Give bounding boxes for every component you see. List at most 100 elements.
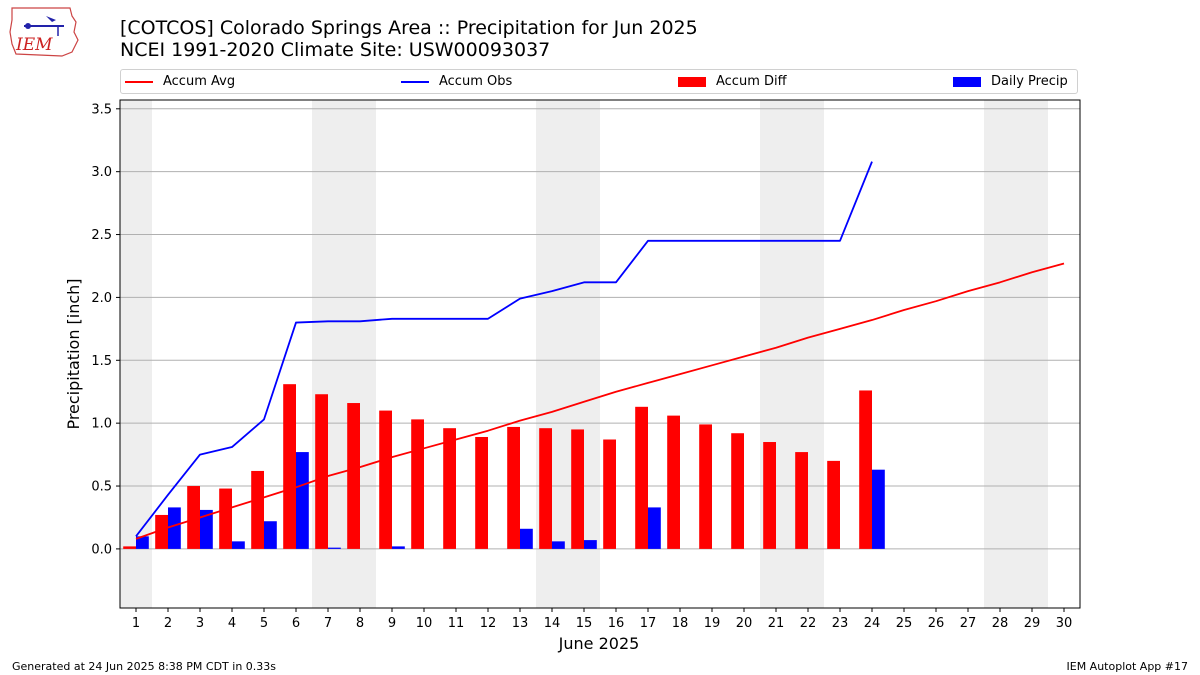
iem-logo: IEM: [9, 7, 79, 57]
accum-diff-bar-3: [187, 486, 200, 549]
x-tick-label-26: 27: [960, 616, 977, 631]
iowa-outline-shape: [9, 7, 79, 57]
y-tick-label-5: 2.5: [91, 228, 112, 243]
weekend-shading: [120, 100, 1048, 608]
x-tick-label-8: 9: [388, 616, 396, 631]
daily-precip-bar-9: [392, 546, 405, 549]
x-tick-label-0: 1: [132, 616, 140, 631]
footer-generated-text: Generated at 24 Jun 2025 8:38 PM CDT in …: [12, 660, 277, 673]
accum-diff-bar-7: [315, 394, 328, 549]
accum-diff-bar-12: [475, 436, 488, 549]
x-axis-label: June 2025: [558, 634, 640, 653]
daily-precip-bar-13: [520, 528, 533, 549]
x-tick-label-1: 2: [164, 616, 172, 631]
logo-dot: [25, 23, 31, 29]
x-tick-label-13: 14: [544, 616, 561, 631]
accum-diff-bar-21: [763, 442, 776, 549]
logo-text: IEM: [15, 35, 53, 55]
y-tick-label-2: 1.0: [91, 417, 112, 432]
accum-diff-bar-18: [667, 415, 680, 549]
y-tick-label-0: 0.0: [91, 542, 112, 557]
x-tick-label-21: 22: [800, 616, 817, 631]
x-tick-label-16: 17: [640, 616, 657, 631]
weekend-band-0: [120, 100, 152, 608]
daily-precip-bar-14: [552, 541, 565, 549]
x-tick-label-22: 23: [832, 616, 849, 631]
daily-precip-bar-24: [872, 469, 885, 549]
x-tick-label-29: 30: [1056, 616, 1073, 631]
x-tick-label-9: 10: [416, 616, 433, 631]
x-tick-label-28: 29: [1024, 616, 1041, 631]
daily-precip-bar-4: [232, 541, 245, 549]
daily-precip-bar-7: [328, 547, 341, 549]
axes: 0.00.51.01.52.02.53.03.51 2 3 4 5 6 7 8 9 10 11 12 1…: [91, 99, 1081, 631]
x-tick-label-2: 3: [196, 616, 204, 631]
x-tick-label-4: 5: [260, 616, 268, 631]
x-tick-label-11: 12: [480, 616, 497, 631]
accum-diff-bar-20: [731, 433, 744, 549]
x-tick-label-6: 7: [324, 616, 332, 631]
legend-label-accum-diff: Accum Diff: [716, 74, 787, 89]
accum-diff-bar-13: [507, 426, 520, 549]
accum-diff-bar-19: [699, 424, 712, 549]
accum-obs-line: [135, 161, 873, 537]
daily-precip-bar-15: [584, 540, 597, 549]
accum-diff-bar-17: [635, 406, 648, 549]
x-tick-label-23: 24: [864, 616, 881, 631]
daily-precip-bar-5: [264, 521, 277, 549]
legend-item-accum-diff: Accum Diff: [678, 70, 787, 93]
daily-precip-bar-2: [168, 507, 181, 549]
x-tick-label-18: 19: [704, 616, 721, 631]
chart-legend: Accum Avg Accum Obs Accum Diff Daily Pre…: [120, 69, 1078, 94]
accum-diff-bar-15: [571, 429, 584, 549]
legend-swatch-daily-precip: [953, 76, 981, 87]
y-tick-label-6: 3.0: [91, 165, 112, 180]
grid-lines: [120, 108, 1080, 550]
legend-item-accum-avg: Accum Avg: [125, 70, 235, 93]
x-tick-label-10: 11: [448, 616, 465, 631]
x-tick-label-3: 4: [228, 616, 236, 631]
x-tick-label-5: 6: [292, 616, 300, 631]
x-tick-label-7: 8: [356, 616, 364, 631]
legend-label-accum-obs: Accum Obs: [439, 74, 513, 89]
y-tick-label-3: 1.5: [91, 354, 112, 369]
logo-arrow: [46, 16, 56, 22]
accum-diff-bar-9: [379, 410, 392, 549]
weekend-band-3: [760, 100, 824, 608]
bar-series: [123, 384, 885, 549]
daily-precip-bar-1: [136, 536, 149, 549]
legend-swatch-accum-avg: [125, 80, 153, 83]
footer-app-id: IEM Autoplot App #17: [1066, 660, 1189, 673]
daily-precip-bar-3: [200, 509, 213, 549]
accum-avg-line: [135, 262, 1065, 540]
accum-diff-bar-8: [347, 403, 360, 549]
x-tick-label-25: 26: [928, 616, 945, 631]
accum-diff-bar-11: [443, 428, 456, 549]
legend-swatch-accum-diff: [678, 76, 706, 87]
accum-diff-bar-2: [155, 514, 168, 549]
accum-diff-bar-4: [219, 488, 232, 549]
legend-swatch-accum-obs: [401, 80, 429, 83]
y-tick-label-1: 0.5: [91, 480, 112, 495]
accum-diff-bar-1: [123, 546, 136, 549]
line-series: [135, 161, 1065, 540]
y-tick-label-4: 2.0: [91, 291, 112, 306]
x-tick-label-12: 13: [512, 616, 529, 631]
x-tick-label-14: 15: [576, 616, 593, 631]
x-tick-label-20: 21: [768, 616, 785, 631]
x-tick-label-19: 20: [736, 616, 753, 631]
weekend-band-2: [536, 100, 600, 608]
accum-diff-bar-24: [859, 390, 872, 549]
weekend-band-4: [984, 100, 1048, 608]
x-tick-label-17: 18: [672, 616, 689, 631]
accum-diff-bar-10: [411, 419, 424, 549]
accum-diff-bar-5: [251, 470, 264, 549]
y-axis-label: Precipitation [inch]: [64, 278, 83, 429]
legend-label-daily-precip: Daily Precip: [991, 74, 1068, 89]
x-tick-label-27: 28: [992, 616, 1009, 631]
chart-title: [COTCOS] Colorado Springs Area :: Precip…: [120, 17, 698, 39]
legend-item-daily-precip: Daily Precip: [953, 70, 1068, 93]
legend-label-accum-avg: Accum Avg: [163, 74, 236, 89]
accum-diff-bar-16: [603, 439, 616, 549]
